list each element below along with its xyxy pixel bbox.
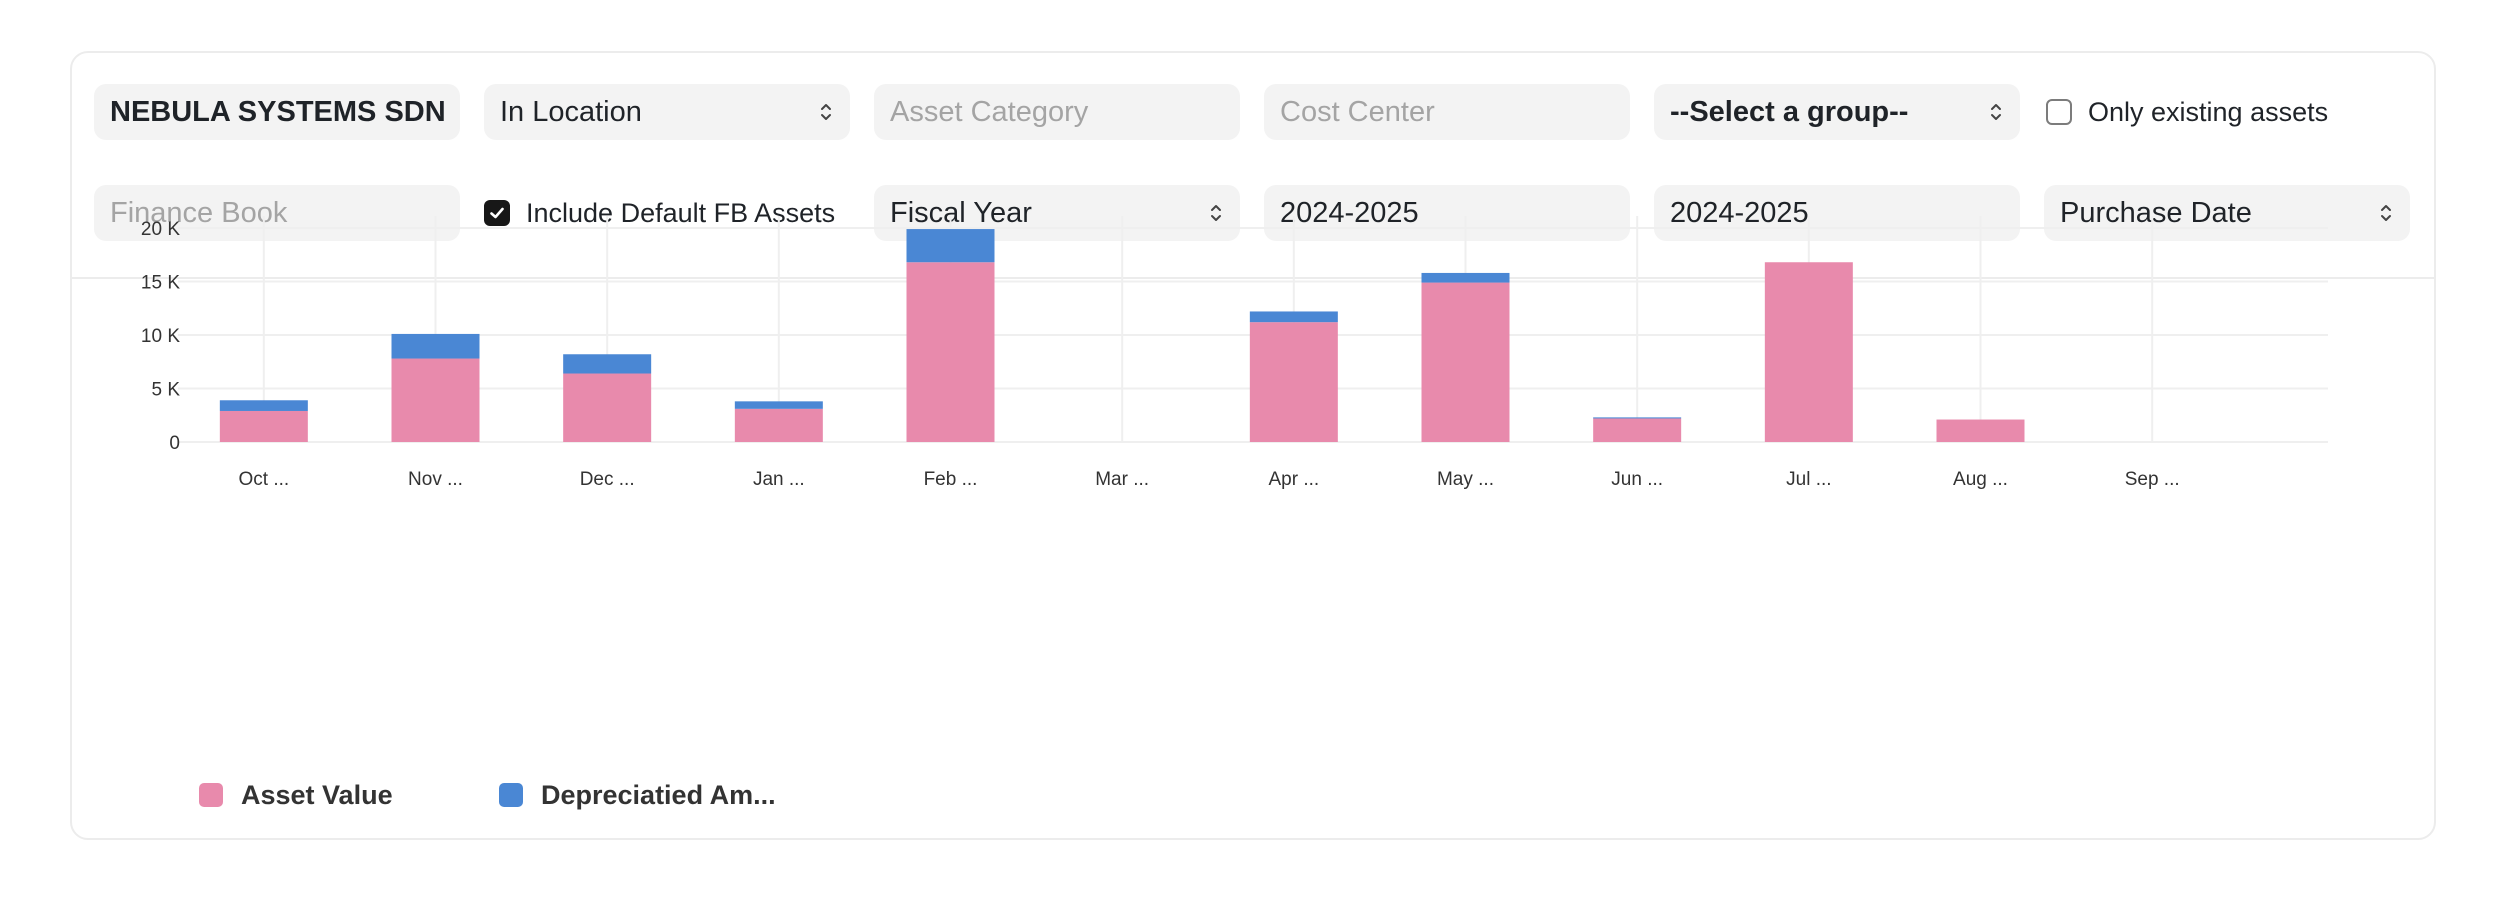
bar-depreciated-amount[interactable] xyxy=(563,354,652,374)
x-axis-tick-labels: Oct ... Nov ... Dec ... Jan ... Feb ... Mar .… xyxy=(238,469,2179,490)
asset-value-bar-chart: 0 5 K 10 K 15 K 20 K Oct ... Nov ... Dec ... Ja… xyxy=(141,216,2328,490)
x-tick-label: Jun ... xyxy=(1611,469,1663,490)
bar-depreciated-amount[interactable] xyxy=(1421,272,1510,283)
bar-asset-value[interactable] xyxy=(219,410,308,442)
filter-bar: NEBULA SYSTEMS SDN In Location Asset Cat… xyxy=(72,53,2434,279)
chevron-up-down-icon xyxy=(821,104,831,120)
company-value: NEBULA SYSTEMS SDN xyxy=(110,96,444,128)
only-existing-assets-checkbox[interactable]: Only existing assets xyxy=(2046,84,2328,140)
chevron-up-down-icon xyxy=(1211,205,1221,221)
bar-asset-value[interactable] xyxy=(1593,418,1682,442)
x-tick-label: Sep ... xyxy=(2125,469,2180,490)
bar-asset-value[interactable] xyxy=(1936,419,2025,442)
bar-depreciated-amount[interactable] xyxy=(1593,417,1682,419)
bar-series xyxy=(219,229,2025,442)
asset-report-card: NEBULA SYSTEMS SDN In Location Asset Cat… xyxy=(70,51,2436,840)
include-default-fb-checkbox[interactable]: Include Default FB Assets xyxy=(484,185,835,241)
legend-swatch-asset-value xyxy=(199,783,223,807)
legend-swatch-depreciated-amount xyxy=(499,783,523,807)
y-tick-label: 5 K xyxy=(151,380,180,401)
group-by-value: --Select a group-- xyxy=(1670,96,1909,128)
chevron-up-down-icon xyxy=(2381,205,2391,221)
asset-category-placeholder: Asset Category xyxy=(890,96,1089,128)
y-axis-tick-labels: 0 5 K 10 K 15 K 20 K xyxy=(141,219,180,454)
bar-depreciated-amount[interactable] xyxy=(734,401,823,409)
bar-asset-value[interactable] xyxy=(1764,262,1853,442)
y-tick-label: 15 K xyxy=(141,273,180,294)
location-filter-select[interactable]: In Location xyxy=(484,84,850,140)
chevron-up-down-icon xyxy=(1991,104,2001,120)
legend-label-asset-value: Asset Value xyxy=(241,779,393,810)
x-tick-label: Oct ... xyxy=(238,469,289,490)
x-tick-label: Apr ... xyxy=(1268,469,1319,490)
bar-asset-value[interactable] xyxy=(391,358,480,442)
y-tick-label: 20 K xyxy=(141,219,180,240)
bar-asset-value[interactable] xyxy=(563,373,652,442)
legend-item-asset-value[interactable]: Asset Value xyxy=(199,775,393,815)
legend-item-depreciated-amount[interactable]: Depreciatied Am... xyxy=(499,775,776,815)
period-type-value: Fiscal Year xyxy=(890,197,1032,229)
legend-label-depreciated-amount: Depreciatied Am... xyxy=(541,779,776,810)
x-tick-label: Aug ... xyxy=(1953,469,2008,490)
y-tick-label: 0 xyxy=(169,433,180,454)
x-tick-label: Jul ... xyxy=(1786,469,1831,490)
to-fiscal-year-value: 2024-2025 xyxy=(1670,197,1809,229)
bar-asset-value[interactable] xyxy=(906,262,995,442)
period-type-select[interactable]: Fiscal Year xyxy=(874,185,1240,241)
company-field[interactable]: NEBULA SYSTEMS SDN xyxy=(94,84,460,140)
group-by-select[interactable]: --Select a group-- xyxy=(1654,84,2020,140)
x-tick-label: Nov ... xyxy=(408,469,463,490)
bar-asset-value[interactable] xyxy=(1421,282,1510,442)
bar-depreciated-amount[interactable] xyxy=(391,333,480,359)
asset-category-input[interactable]: Asset Category xyxy=(874,84,1240,140)
filter-divider xyxy=(72,277,2434,279)
checkbox-unchecked-icon xyxy=(2046,99,2072,125)
date-based-on-value: Purchase Date xyxy=(2060,197,2252,229)
bar-depreciated-amount[interactable] xyxy=(219,400,308,411)
location-filter-value: In Location xyxy=(500,96,642,128)
bar-depreciated-amount[interactable] xyxy=(906,229,995,263)
to-fiscal-year-input[interactable]: 2024-2025 xyxy=(1654,185,2020,241)
cost-center-input[interactable]: Cost Center xyxy=(1264,84,1630,140)
y-tick-label: 10 K xyxy=(141,326,180,347)
date-based-on-select[interactable]: Purchase Date xyxy=(2044,185,2410,241)
only-existing-assets-label: Only existing assets xyxy=(2088,96,2329,127)
bar-asset-value[interactable] xyxy=(1249,322,1338,442)
x-tick-label: Jan ... xyxy=(753,469,805,490)
x-tick-label: May ... xyxy=(1437,469,1494,490)
from-fiscal-year-value: 2024-2025 xyxy=(1280,197,1419,229)
cost-center-placeholder: Cost Center xyxy=(1280,96,1435,128)
finance-book-input[interactable]: Finance Book xyxy=(94,185,460,241)
bar-depreciated-amount[interactable] xyxy=(1249,311,1338,323)
checkmark-icon xyxy=(490,207,504,219)
bar-asset-value[interactable] xyxy=(734,408,823,442)
from-fiscal-year-input[interactable]: 2024-2025 xyxy=(1264,185,1630,241)
checkbox-checked-icon xyxy=(484,200,510,226)
x-tick-label: Mar ... xyxy=(1095,469,1149,490)
x-tick-label: Feb ... xyxy=(924,469,978,490)
finance-book-placeholder: Finance Book xyxy=(110,197,288,229)
x-tick-label: Dec ... xyxy=(580,469,635,490)
include-default-fb-label: Include Default FB Assets xyxy=(526,197,836,228)
